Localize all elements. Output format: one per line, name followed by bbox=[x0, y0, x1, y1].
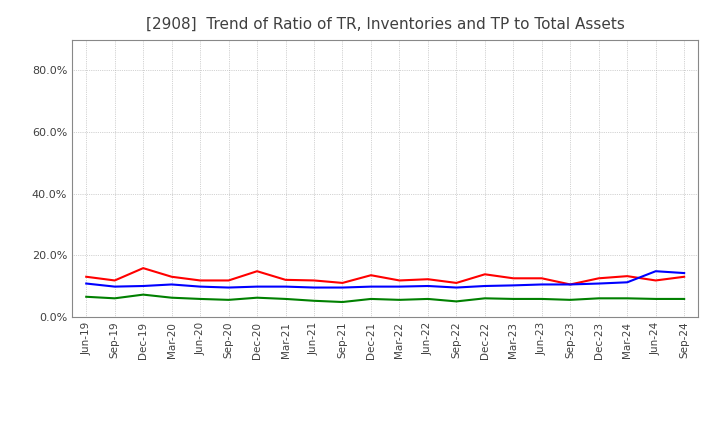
Inventories bbox=[537, 282, 546, 287]
Trade Payables bbox=[423, 296, 432, 301]
Trade Receivables bbox=[423, 277, 432, 282]
Trade Receivables bbox=[338, 280, 347, 286]
Trade Payables bbox=[139, 292, 148, 297]
Inventories bbox=[253, 284, 261, 289]
Trade Receivables bbox=[253, 268, 261, 274]
Trade Receivables bbox=[82, 274, 91, 279]
Trade Receivables bbox=[110, 278, 119, 283]
Trade Payables bbox=[595, 296, 603, 301]
Inventories bbox=[82, 281, 91, 286]
Inventories bbox=[452, 285, 461, 290]
Trade Payables bbox=[366, 296, 375, 301]
Trade Payables bbox=[82, 294, 91, 299]
Inventories bbox=[338, 285, 347, 290]
Trade Receivables bbox=[225, 278, 233, 283]
Inventories bbox=[310, 285, 318, 290]
Trade Receivables bbox=[537, 275, 546, 281]
Inventories bbox=[366, 284, 375, 289]
Inventories bbox=[623, 280, 631, 285]
Trade Payables bbox=[110, 296, 119, 301]
Inventories bbox=[566, 282, 575, 287]
Line: Inventories: Inventories bbox=[86, 271, 684, 288]
Trade Receivables bbox=[680, 274, 688, 279]
Trade Payables bbox=[196, 296, 204, 301]
Trade Payables bbox=[652, 296, 660, 301]
Inventories bbox=[395, 284, 404, 289]
Trade Receivables bbox=[395, 278, 404, 283]
Trade Receivables bbox=[480, 271, 489, 277]
Inventories bbox=[509, 283, 518, 288]
Line: Trade Payables: Trade Payables bbox=[86, 295, 684, 302]
Inventories bbox=[282, 284, 290, 289]
Title: [2908]  Trend of Ratio of TR, Inventories and TP to Total Assets: [2908] Trend of Ratio of TR, Inventories… bbox=[145, 16, 625, 32]
Inventories bbox=[196, 284, 204, 289]
Trade Receivables bbox=[366, 272, 375, 278]
Inventories bbox=[680, 271, 688, 276]
Trade Payables bbox=[395, 297, 404, 303]
Trade Payables bbox=[566, 297, 575, 303]
Inventories bbox=[595, 281, 603, 286]
Trade Payables bbox=[338, 299, 347, 304]
Trade Receivables bbox=[139, 265, 148, 271]
Inventories bbox=[225, 285, 233, 290]
Line: Trade Receivables: Trade Receivables bbox=[86, 268, 684, 284]
Trade Payables bbox=[537, 296, 546, 301]
Inventories bbox=[423, 283, 432, 289]
Inventories bbox=[480, 283, 489, 289]
Trade Payables bbox=[623, 296, 631, 301]
Inventories bbox=[652, 268, 660, 274]
Inventories bbox=[167, 282, 176, 287]
Trade Payables bbox=[310, 298, 318, 304]
Trade Payables bbox=[509, 296, 518, 301]
Trade Payables bbox=[225, 297, 233, 303]
Trade Receivables bbox=[623, 274, 631, 279]
Inventories bbox=[139, 283, 148, 289]
Trade Receivables bbox=[509, 275, 518, 281]
Trade Payables bbox=[480, 296, 489, 301]
Trade Receivables bbox=[310, 278, 318, 283]
Trade Receivables bbox=[566, 282, 575, 287]
Trade Receivables bbox=[652, 278, 660, 283]
Trade Receivables bbox=[282, 277, 290, 282]
Trade Payables bbox=[282, 296, 290, 301]
Trade Receivables bbox=[595, 275, 603, 281]
Trade Receivables bbox=[452, 280, 461, 286]
Trade Receivables bbox=[167, 274, 176, 279]
Trade Payables bbox=[253, 295, 261, 301]
Trade Receivables bbox=[196, 278, 204, 283]
Trade Payables bbox=[167, 295, 176, 301]
Trade Payables bbox=[452, 299, 461, 304]
Trade Payables bbox=[680, 296, 688, 301]
Inventories bbox=[110, 284, 119, 289]
